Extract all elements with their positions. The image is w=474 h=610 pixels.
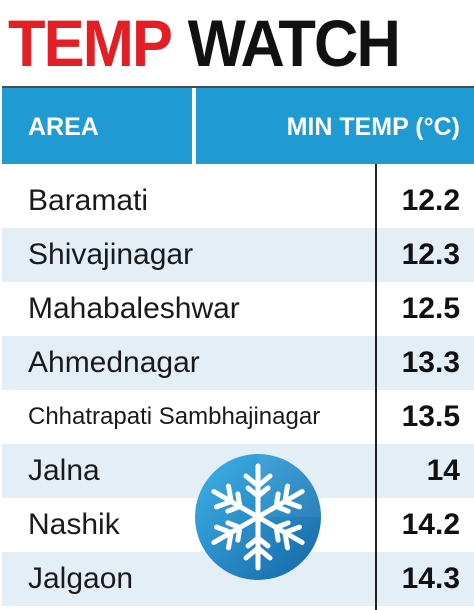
- temp-cell: 12.2: [401, 184, 460, 217]
- area-cell: Shivajinagar: [28, 238, 194, 271]
- table-header: AREA MIN TEMP (°C): [2, 86, 474, 166]
- temp-cell: 14.3: [401, 562, 460, 595]
- temp-cell: 14.2: [401, 508, 460, 541]
- area-cell: Jalna: [28, 454, 100, 487]
- area-cell: Jalgaon: [28, 562, 134, 595]
- table-row: Ahmednagar 13.3: [2, 336, 474, 390]
- temp-cell: 13.5: [401, 400, 460, 433]
- area-cell: Nashik: [28, 508, 120, 541]
- page-title: TEMP WATCH: [8, 6, 401, 80]
- column-header-min-temp: MIN TEMP (°C): [286, 113, 460, 141]
- area-cell: Ahmednagar: [28, 346, 200, 379]
- table-row: Baramati 12.2: [2, 174, 474, 228]
- temp-cell: 12.3: [401, 238, 460, 271]
- title-temp: TEMP: [8, 6, 173, 80]
- snowflake-icon: [195, 454, 321, 580]
- temp-cell: 14: [426, 454, 460, 487]
- table-row: Mahabaleshwar 12.5: [2, 282, 474, 336]
- column-header-area: AREA: [28, 113, 99, 141]
- area-cell: Baramati: [28, 184, 149, 217]
- table-row: Nashik 14.2: [2, 498, 474, 552]
- title-watch: WATCH: [187, 6, 401, 80]
- temp-cell: 13.3: [401, 346, 460, 379]
- area-cell: Mahabaleshwar: [28, 292, 240, 325]
- area-cell: Chhatrapati Sambhajinagar: [28, 403, 321, 430]
- table-row: Chhatrapati Sambhajinagar 13.5: [2, 390, 474, 444]
- column-divider: [375, 164, 377, 610]
- temp-cell: 12.5: [401, 292, 460, 325]
- header-divider: [192, 88, 196, 166]
- table-row: Shivajinagar 12.3: [2, 228, 474, 282]
